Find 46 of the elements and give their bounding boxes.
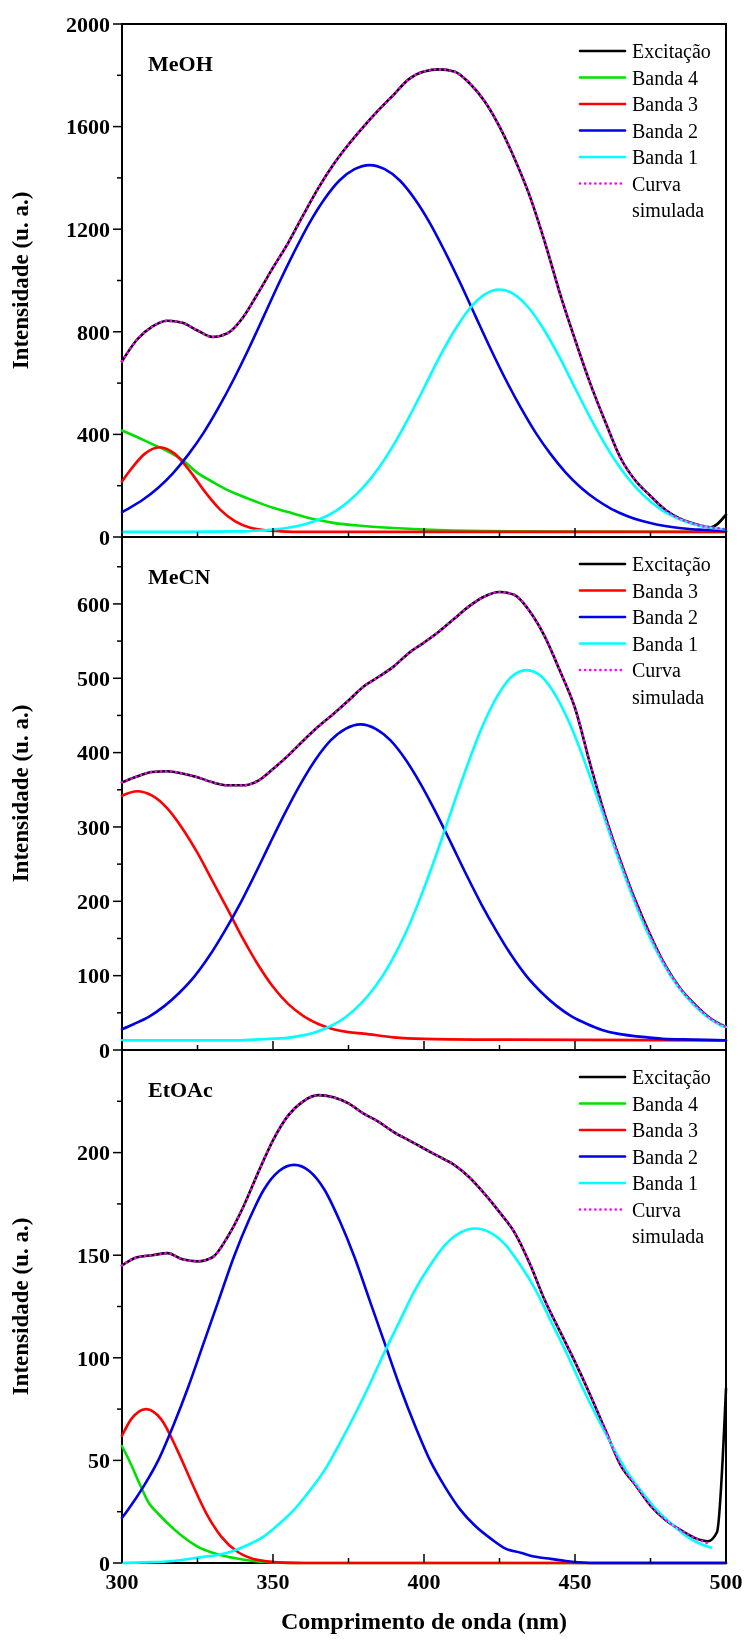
legend-label: Banda 3 [632,93,699,115]
x-tick-label: 350 [256,1569,290,1594]
y-axis-title: Intensidade (u. a.) [8,704,33,883]
y-tick-label: 500 [77,665,110,691]
y-tick-label: 0 [99,524,110,550]
legend-label: Curva simulada [632,172,705,221]
y-tick-label: 100 [77,1345,110,1371]
legend-label: Curva simulada [632,1198,705,1247]
y-axis-title: Intensidade (u. a.) [8,1217,33,1396]
x-tick-label: 450 [558,1569,592,1594]
y-tick-label: 0 [99,1037,110,1063]
legend-label: Banda 4 [632,66,699,89]
y-tick-label: 200 [77,1140,110,1166]
legend-label: Banda 3 [632,1119,699,1141]
legend-label: Excitação [632,1066,711,1089]
y-tick-label: 100 [77,963,110,989]
y-tick-label: 0 [99,1550,110,1576]
y-tick-label: 1600 [66,114,110,140]
legend-label: Banda 2 [632,119,699,142]
x-tick-label: 500 [709,1569,743,1594]
legend-label: Banda 2 [632,606,699,628]
y-tick-label: 2000 [66,11,110,37]
y-tick-label: 800 [77,319,110,345]
y-tick-label: 150 [77,1242,110,1268]
y-tick-label: 200 [77,889,110,914]
legend-label: Banda 1 [632,632,699,655]
legend-label: Banda 3 [632,579,699,602]
x-axis-title: Comprimento de onda (nm) [281,1608,567,1634]
y-tick-label: 400 [77,422,110,448]
text: EtOAc [148,1077,213,1102]
text: MeOH [148,51,213,76]
y-tick-label: 400 [77,740,110,766]
x-tick-label: 400 [407,1569,441,1594]
legend-label: Excitação [632,40,711,63]
legend-label: Banda 2 [632,1145,699,1168]
y-tick-label: 600 [77,591,110,617]
legend-label: Banda 1 [632,146,699,168]
legend-label: Excitação [632,553,711,576]
legend-label: Banda 4 [632,1092,699,1115]
y-tick-label: 50 [88,1448,110,1474]
legend-label: Curva simulada [632,659,705,708]
legend-label: Banda 1 [632,1172,699,1194]
y-tick-label: 300 [77,814,110,840]
y-tick-label: 1200 [66,216,110,242]
text: MeCN [148,564,211,589]
y-axis-title: Intensidade (u. a.) [8,191,33,370]
